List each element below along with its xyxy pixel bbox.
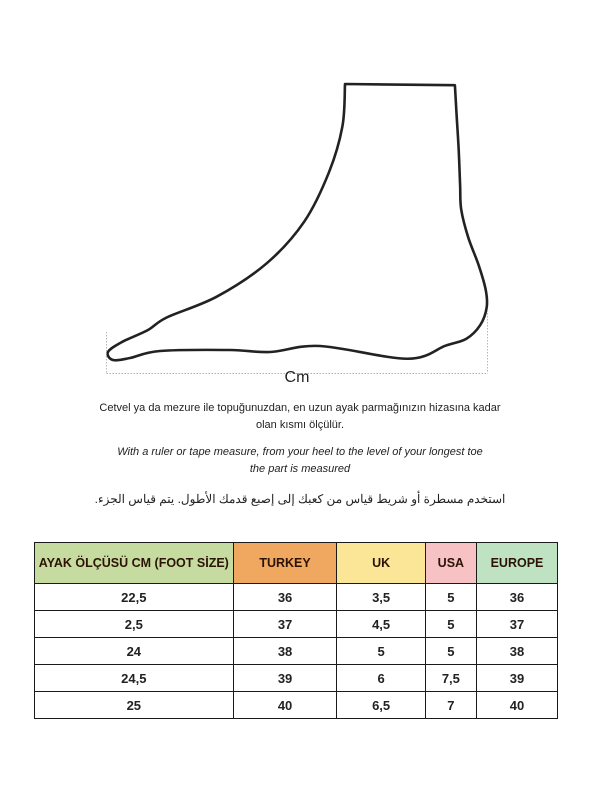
svg-text:Cm: Cm: [285, 369, 310, 386]
